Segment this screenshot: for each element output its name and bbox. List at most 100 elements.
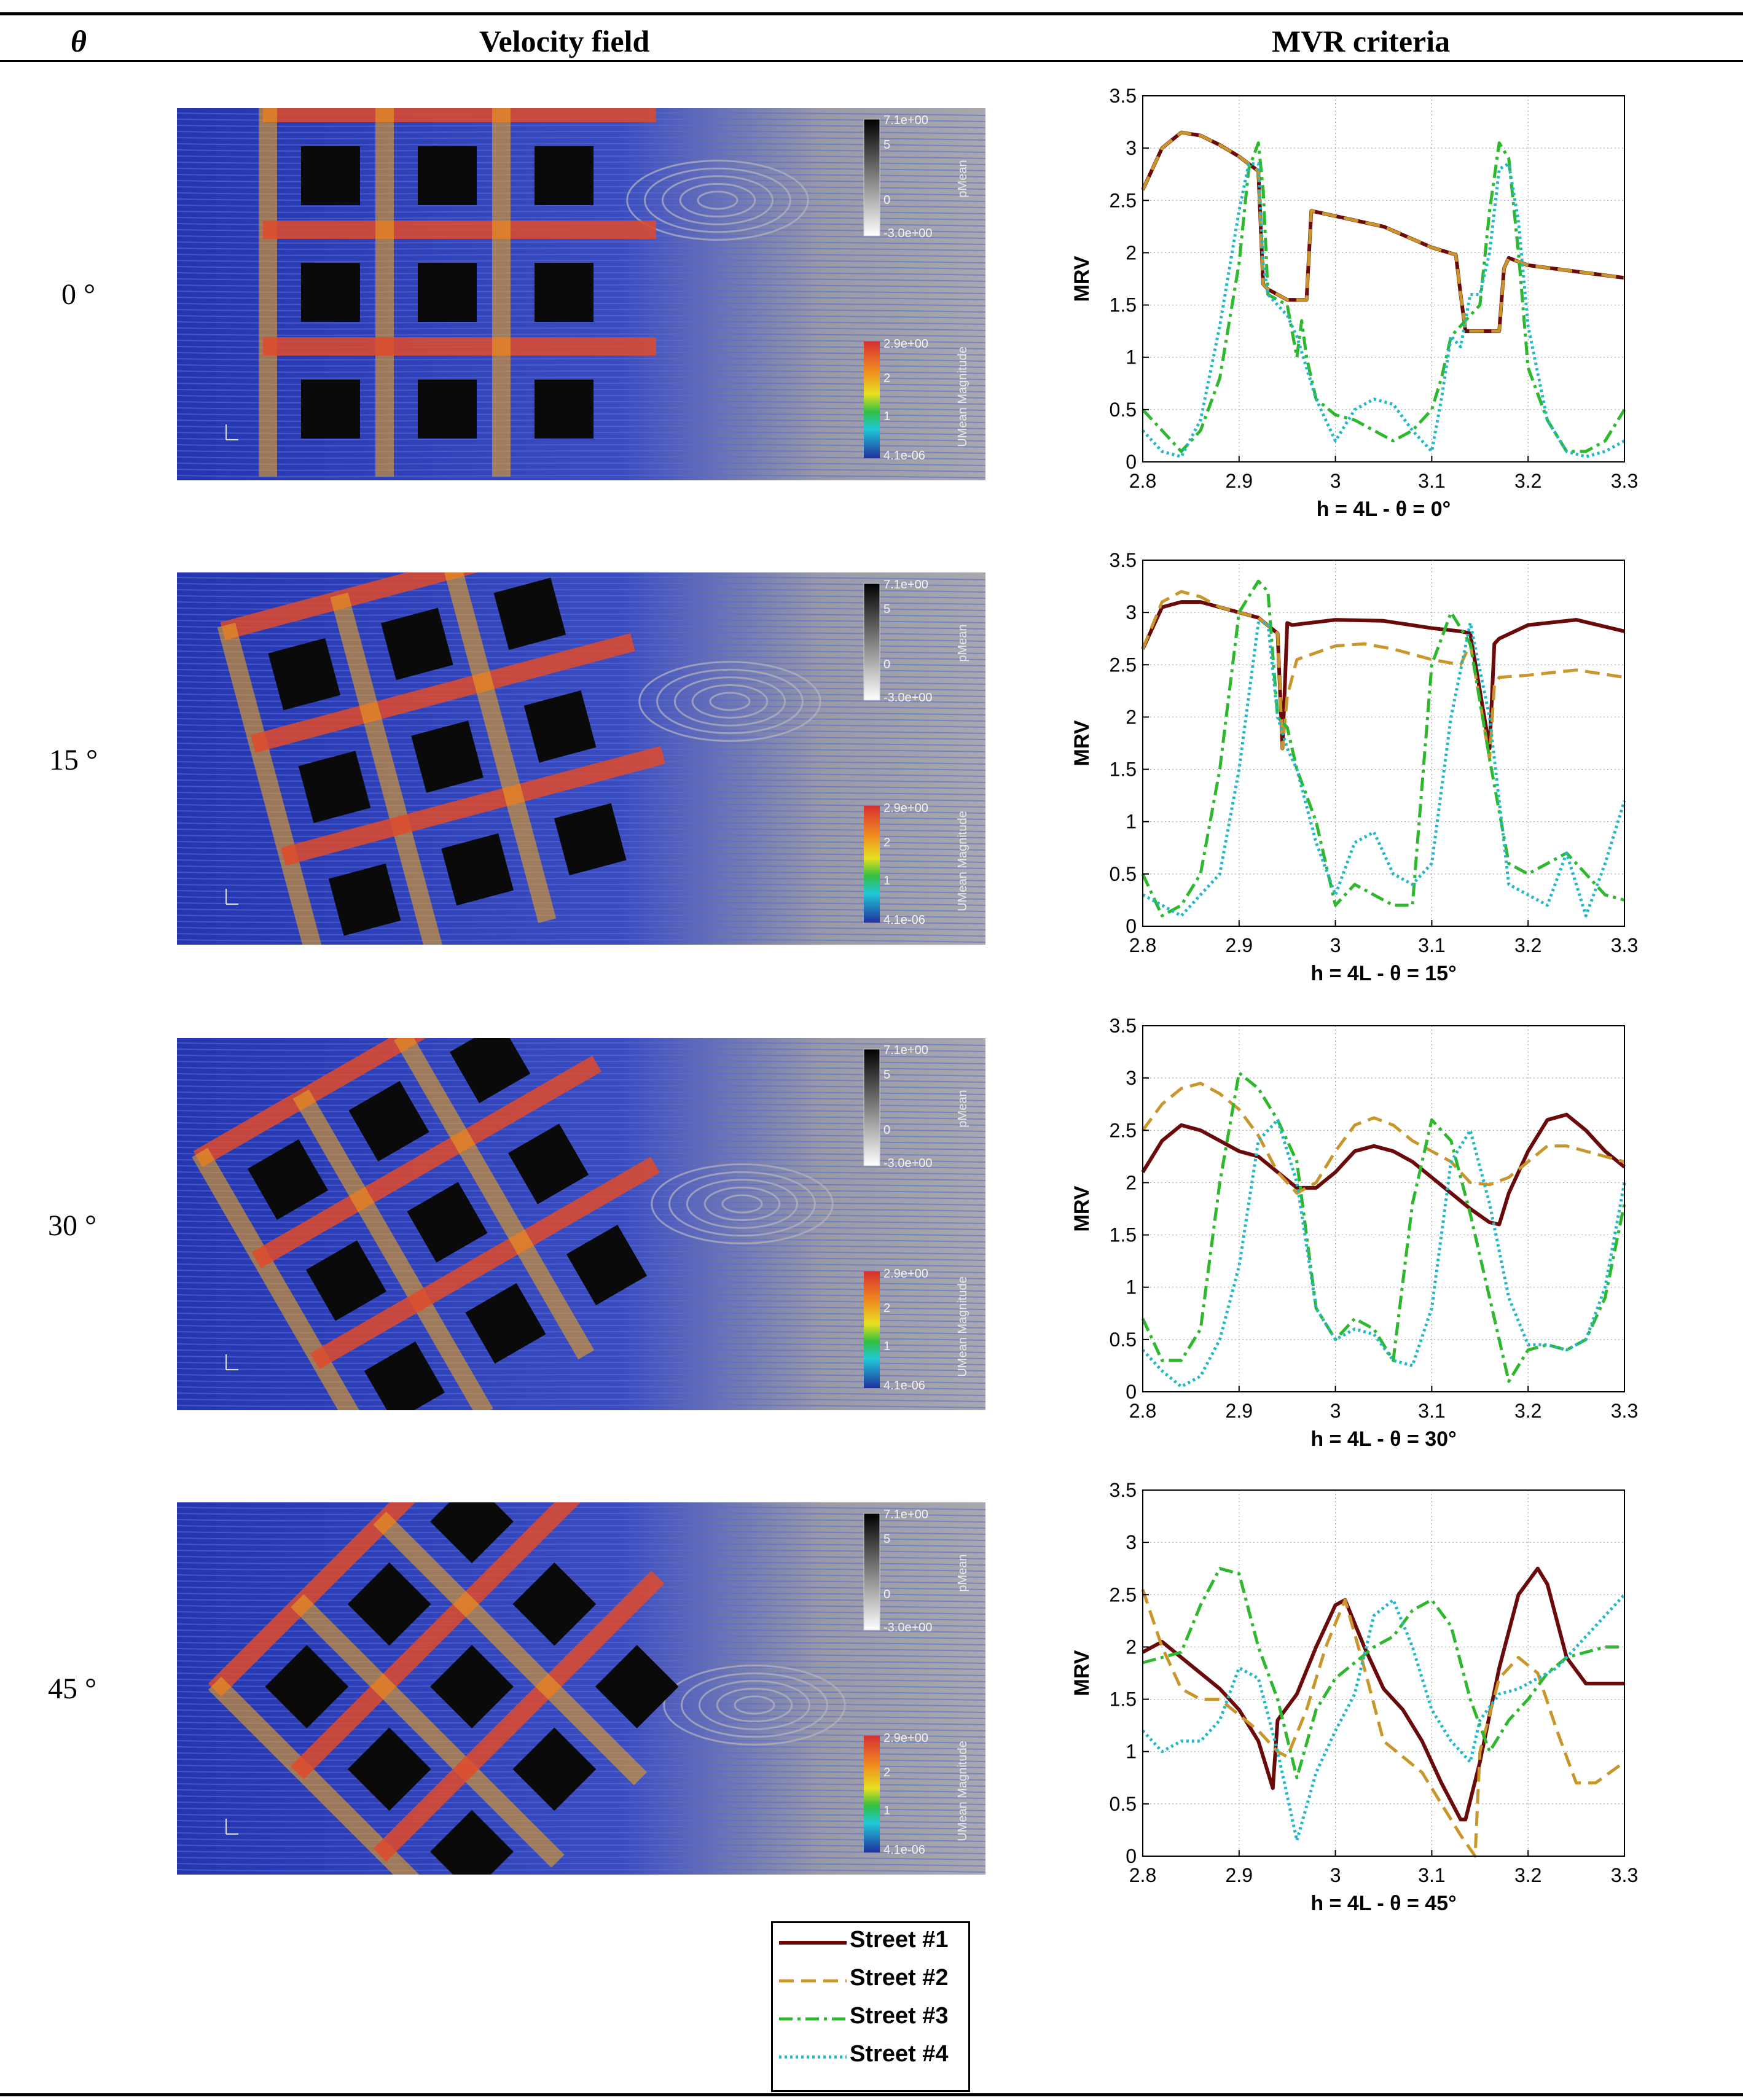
mvr-chart-45: 2.8 2.9 3 3.1 3.2 3.3 0 0.5 1 1.5 2 2.5 3 3.5 MRV h = 4… (1063, 1479, 1690, 1915)
mrv-chart-svg: 2.8 2.9 3 3.1 3.2 3.3 0 0.5 1 1.5 2 2.5 3 3.5 MRV h = 4… (1070, 1479, 1638, 1915)
series-line-street-2 (1141, 131, 1625, 333)
x-tick-label: 2.8 (1129, 470, 1156, 492)
legend-item-street-4: Street #4 (773, 2037, 968, 2075)
velocity-tick-label: 4.1e-06 (883, 913, 925, 927)
plot-frame (1142, 560, 1625, 927)
legend-label-street-4: Street #4 (850, 2041, 949, 2067)
pressure-colorbar-title: pMean (956, 1554, 969, 1591)
y-axis-label: MRV (1070, 256, 1094, 302)
pressure-tick-label: 7.1e+00 (883, 1044, 928, 1057)
grid-lines (1142, 1489, 1625, 1857)
velocity-field-image: 7.1e+00 5 0 -3.0e+00 pMean 2.9e+00 2 1 4.1e-06 UM… (177, 572, 985, 945)
velocity-field-image: 7.1e+00 5 0 -3.0e+00 pMean 2.9e+00 2 1 4.1e-06 UM… (177, 108, 985, 480)
legend-item-street-3: Street #3 (773, 1999, 968, 2037)
x-tick-label: 2.9 (1226, 470, 1253, 492)
x-tick-label: 2.8 (1129, 1400, 1156, 1422)
angle-label-15: 15 ° (49, 744, 98, 776)
mrv-chart-svg: 2.8 2.9 3 3.1 3.2 3.3 0 0.5 1 1.5 2 2.5 3 3.5 MRV h = 4… (1070, 549, 1638, 985)
velocity-colorbar: 2.9e+00 2 1 4.1e-06 UMean Magnitude (864, 1731, 969, 1857)
y-tick-label: 3.5 (1110, 85, 1137, 107)
building-block (418, 380, 477, 439)
building-block (535, 146, 593, 205)
high-velocity-streets (217, 572, 666, 945)
mvr-chart-0: 2.8 2.9 3 3.1 3.2 3.3 0 0.5 1 1.5 2 2.5 3 3.5 MRV h = 4… (1063, 85, 1690, 521)
building-block (441, 833, 514, 906)
pressure-colorbar-title: pMean (956, 1090, 969, 1127)
series-line-street-3 (1141, 579, 1625, 918)
velocity-tick-label: 1 (883, 1340, 890, 1353)
pressure-colorbar-title: pMean (956, 624, 969, 662)
x-tick-label: 3 (1330, 1864, 1341, 1886)
pressure-tick-label: -3.0e+00 (883, 1157, 933, 1170)
angle-label-30: 30 ° (48, 1209, 97, 1242)
velocity-tick-label: 4.1e-06 (883, 1843, 925, 1857)
y-tick-label: 1 (1126, 1276, 1137, 1298)
angle-label-45: 45 ° (48, 1673, 97, 1705)
x-tick-label: 2.9 (1226, 1864, 1253, 1886)
building-block (328, 863, 401, 936)
mrv-chart-svg: 2.8 2.9 3 3.1 3.2 3.3 0 0.5 1 1.5 2 2.5 3 3.5 MRV h = 4… (1070, 1015, 1638, 1451)
y-tick-label: 3.5 (1110, 1015, 1137, 1037)
x-tick-label: 3.2 (1514, 934, 1541, 956)
bottom-rule (0, 2093, 1743, 2096)
series-line-street-4 (1142, 1118, 1626, 1388)
y-tick-label: 0.5 (1110, 863, 1137, 885)
y-tick-label: 2 (1126, 1636, 1137, 1658)
series-line-street-3 (1141, 1071, 1626, 1383)
building-block (348, 1080, 429, 1162)
axes-triad-icon (225, 424, 238, 440)
pressure-colorbar: 7.1e+00 5 0 -3.0e+00 pMean (863, 1508, 969, 1634)
x-tick-label: 3.2 (1514, 1864, 1541, 1886)
legend-swatch-street-3 (779, 2017, 847, 2021)
building-block (411, 720, 484, 793)
legend-label-street-2: Street #2 (850, 1965, 949, 1991)
x-tick-label: 3.1 (1418, 470, 1445, 492)
velocity-tick-label: 2 (883, 836, 890, 849)
x-tick-label: 2.9 (1226, 1400, 1253, 1422)
series-line-street-1 (1141, 130, 1625, 334)
building-block (247, 1139, 329, 1220)
building-block (430, 1502, 514, 1564)
x-axis-label: h = 4L - θ = 30° (1310, 1427, 1456, 1451)
series-line-street-1 (1142, 1566, 1624, 1822)
legend-label-street-3: Street #3 (850, 2003, 949, 2029)
legend-swatch-street-2 (779, 1979, 847, 1983)
velocity-field-panel-0: 7.1e+00 5 0 -3.0e+00 pMean 2.9e+00 2 1 4.1e-06 UM… (177, 108, 985, 480)
pressure-tick-label: 5 (883, 138, 890, 152)
y-axis-label: MRV (1070, 720, 1094, 766)
velocity-field-panel-45: 7.1e+00 5 0 -3.0e+00 pMean 2.9e+00 2 1 4.1e-06 UM… (177, 1502, 985, 1875)
grid-lines (1142, 95, 1625, 463)
y-tick-label: 2.5 (1110, 1119, 1137, 1141)
velocity-colorbar-title: UMean Magnitude (956, 811, 969, 911)
velocity-tick-label: 1 (883, 1804, 890, 1817)
series-line-street-4 (1142, 1593, 1626, 1842)
pressure-tick-label: 0 (883, 1588, 890, 1601)
building-block (535, 380, 593, 439)
y-tick-label: 0 (1126, 451, 1137, 473)
building-block (449, 1038, 531, 1104)
pressure-tick-label: 5 (883, 1532, 890, 1546)
y-tick-label: 0 (1126, 1381, 1137, 1403)
x-tick-label: 3.1 (1418, 934, 1445, 956)
x-tick-label: 3 (1330, 470, 1341, 492)
y-tick-label: 3.5 (1110, 549, 1137, 571)
x-axis-label: h = 4L - θ = 45° (1310, 1892, 1456, 1915)
header-theta: θ (71, 24, 87, 58)
header-rule (0, 60, 1743, 62)
x-tick-label: 3.2 (1514, 470, 1541, 492)
y-tick-label: 1.5 (1110, 294, 1137, 316)
wake-vortices (651, 1163, 834, 1244)
y-tick-label: 2.5 (1110, 189, 1137, 211)
axes-triad-icon (225, 1354, 238, 1370)
building-block (298, 751, 371, 823)
velocity-field-image: 7.1e+00 5 0 -3.0e+00 pMean 2.9e+00 2 1 4.1e-06 UM… (177, 1502, 985, 1875)
y-tick-label: 0.5 (1110, 399, 1137, 421)
y-tick-label: 1 (1126, 1741, 1137, 1763)
velocity-tick-label: 1 (883, 874, 890, 888)
chart-legend: Street #1 Street #2 Street #3 Street #4 (771, 1921, 970, 2092)
series-line-street-4 (1142, 162, 1626, 458)
x-tick-label: 2.8 (1129, 1864, 1156, 1886)
header-mvr-criteria: MVR criteria (1272, 24, 1451, 58)
pressure-tick-label: 7.1e+00 (883, 578, 928, 591)
y-tick-label: 3 (1126, 1067, 1137, 1089)
